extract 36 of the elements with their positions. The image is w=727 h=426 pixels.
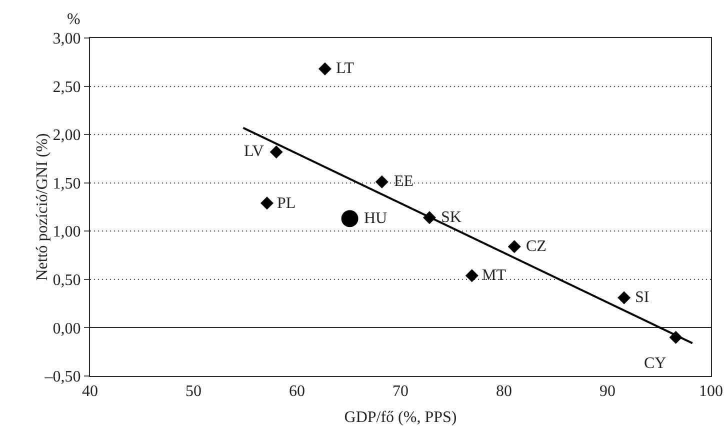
- annotation: CZ: [526, 238, 546, 255]
- point: [375, 175, 388, 188]
- y-tick-label: 1,50: [52, 175, 81, 192]
- annotation: LV: [244, 143, 264, 160]
- annotation: PL: [277, 195, 296, 212]
- x-tick-label: 40: [82, 383, 98, 400]
- y-tick-label: 0,00: [52, 320, 81, 338]
- x-tick-label: 70: [392, 383, 408, 400]
- y-axis-title: Nettó pozíció/GNI (%): [34, 133, 51, 281]
- point: [341, 210, 358, 228]
- x-tick-label: 50: [186, 383, 202, 400]
- y-tick-label: 1,00: [52, 224, 81, 241]
- point: [465, 269, 478, 282]
- annotation: LT: [336, 60, 354, 77]
- x-axis-title: GDP/fő (%, PPS): [344, 409, 457, 426]
- y-tick-label: 0,50: [52, 272, 81, 290]
- text: %: [67, 11, 80, 28]
- y-tick-label: 2,00: [52, 127, 81, 144]
- y-tick-label: 3,00: [52, 30, 81, 48]
- x-tick-label: 90: [600, 383, 616, 400]
- point: [270, 145, 283, 158]
- x-tick-label: 100: [699, 383, 723, 400]
- point: [260, 196, 274, 210]
- x-tick-label: 60: [289, 383, 305, 400]
- annotation: CY: [644, 355, 667, 372]
- annotation: SI: [635, 289, 650, 306]
- annotation: HU: [364, 210, 388, 227]
- point: [318, 62, 332, 76]
- y-tick-label: 2,50: [52, 78, 81, 96]
- annotation: EE: [394, 173, 414, 190]
- point: [618, 291, 631, 304]
- x-tick-label: 80: [496, 383, 512, 400]
- point: [508, 240, 521, 254]
- annotation: SK: [441, 209, 462, 226]
- annotation: MT: [482, 267, 506, 284]
- y-tick-label: –0,50: [44, 368, 81, 386]
